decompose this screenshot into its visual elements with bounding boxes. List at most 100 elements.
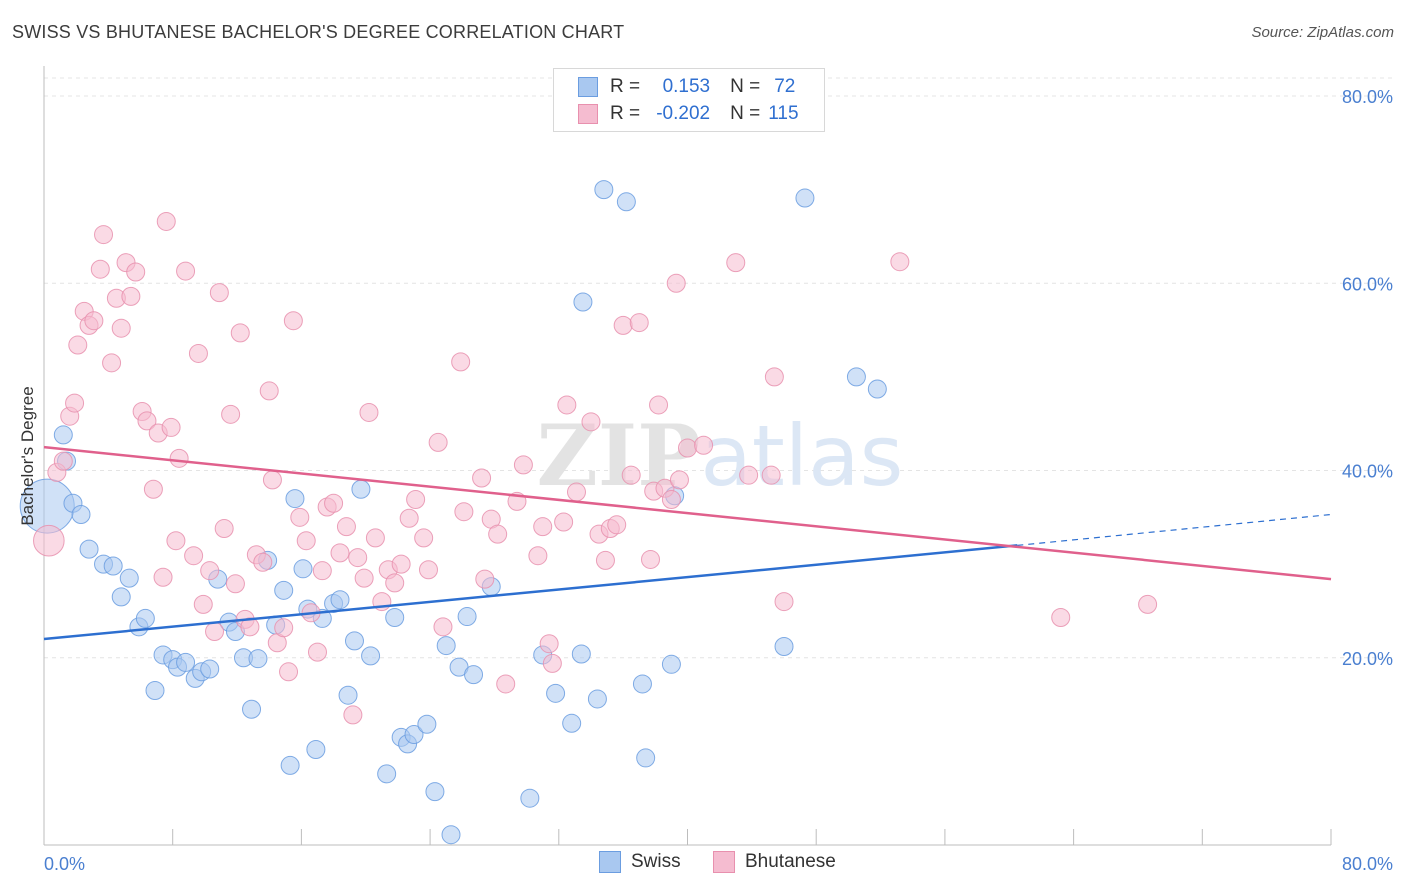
swiss-point — [594, 180, 614, 200]
bhutanese-point — [607, 515, 627, 535]
swiss-point — [71, 505, 91, 525]
swiss-point — [661, 654, 681, 674]
bhutanese-point — [274, 618, 294, 638]
bhutanese-point — [312, 561, 332, 581]
bhutanese-trend-line — [43, 445, 1332, 581]
bhutanese-point — [137, 411, 157, 431]
bhutanese-point — [774, 592, 794, 612]
bhutanese-point — [669, 470, 689, 490]
bhutanese-point — [764, 367, 784, 387]
bhutanese-point — [528, 546, 548, 566]
bhutanese-point — [166, 531, 186, 551]
swiss-point — [242, 699, 262, 719]
bhutanese-point — [496, 674, 516, 694]
swiss-point — [441, 825, 461, 845]
axes — [43, 66, 1332, 846]
swiss-point — [361, 646, 381, 666]
bhutanese-point — [418, 560, 438, 580]
chart-source: Source: ZipAtlas.com — [1251, 24, 1394, 41]
bhutanese-point — [53, 451, 73, 471]
swiss-point — [417, 714, 437, 734]
bhutanese-point — [330, 543, 350, 563]
swiss-point — [79, 539, 99, 559]
bhutanese-point — [188, 343, 208, 363]
bhutanese-point — [595, 550, 615, 570]
bhutanese-point — [629, 313, 649, 333]
swiss-point — [846, 367, 866, 387]
swiss-point — [546, 683, 566, 703]
bhutanese-point — [391, 554, 411, 574]
bhutanese-point — [454, 502, 474, 522]
bhutanese-point — [290, 507, 310, 527]
bhutanese-point — [161, 417, 181, 437]
swiss-point — [135, 608, 155, 628]
swiss-point — [867, 379, 887, 399]
x-tick-labels: 0.0% 80.0% — [44, 854, 1393, 874]
bhutanese-point — [279, 662, 299, 682]
bhutanese-point — [283, 311, 303, 331]
swiss-point — [562, 713, 582, 733]
swiss-point — [53, 425, 73, 445]
bhutanese-point — [666, 273, 686, 293]
bhutanese-point — [121, 286, 141, 306]
bhutanese-point — [240, 617, 260, 637]
swiss-point — [103, 556, 123, 576]
bhutanese-point — [193, 594, 213, 614]
swiss-point — [385, 607, 405, 627]
bhutanese-point — [451, 352, 471, 372]
bhutanese-point — [428, 432, 448, 452]
swiss-r-label: R = — [610, 76, 641, 97]
bhutanese-n-value: 115 — [768, 103, 799, 124]
bhutanese-r-value: -0.202 — [656, 103, 711, 124]
bhutanese-point — [399, 508, 419, 528]
bhutanese-point — [84, 311, 104, 331]
bhutanese-swatch — [578, 104, 598, 124]
bhutanese-point — [554, 512, 574, 532]
swiss-point — [632, 674, 652, 694]
watermark-atlas: atlas — [700, 407, 903, 505]
swiss-point — [457, 607, 477, 627]
bhutanese-n-label: N = — [730, 103, 761, 124]
bhutanese-point — [533, 517, 553, 537]
swiss-point — [200, 659, 220, 679]
swiss-point — [774, 637, 794, 657]
bhutanese-point — [259, 381, 279, 401]
bhutanese-point — [209, 283, 229, 303]
swiss-point — [280, 755, 300, 775]
swiss-n-value: 72 — [774, 76, 796, 97]
bhutanese-point — [472, 468, 492, 488]
swiss-swatch — [578, 77, 598, 97]
bhutanese-point — [111, 318, 131, 338]
bottom-legend-bhutanese: Bhutanese — [713, 851, 836, 873]
bhutanese-point — [343, 705, 363, 725]
swiss-trend-line — [43, 544, 1018, 641]
bhutanese-point — [143, 479, 163, 499]
bhutanese-point — [566, 482, 586, 502]
swiss-point — [176, 652, 196, 672]
swiss-point — [344, 631, 364, 651]
bhutanese-point — [307, 642, 327, 662]
bhutanese-point — [581, 412, 601, 432]
bhutanese-point — [385, 573, 405, 593]
swiss-point — [293, 559, 313, 579]
swiss-point — [520, 788, 540, 808]
swiss-point — [274, 580, 294, 600]
y-axis-label: Bachelor's Degree — [18, 386, 37, 525]
swiss-point — [571, 644, 591, 664]
bhutanese-point — [214, 519, 234, 539]
bhutanese-point — [739, 465, 759, 485]
swiss-point — [338, 685, 358, 705]
gridlines — [44, 77, 1393, 659]
bhutanese-point — [324, 493, 344, 513]
bhutanese-point — [678, 438, 697, 458]
bhutanese-point — [176, 261, 196, 281]
bhutanese-point — [230, 323, 250, 343]
swiss-point — [425, 782, 445, 802]
bhutanese-point — [661, 490, 681, 510]
bhutanese-point — [90, 259, 110, 279]
y-tick-label: 20.0% — [1342, 649, 1393, 669]
legend-row-swiss: R = 0.153 N = 72 — [578, 75, 795, 99]
bhutanese-point — [126, 262, 146, 282]
bhutanese-point — [694, 435, 714, 455]
bhutanese-point — [225, 574, 245, 594]
